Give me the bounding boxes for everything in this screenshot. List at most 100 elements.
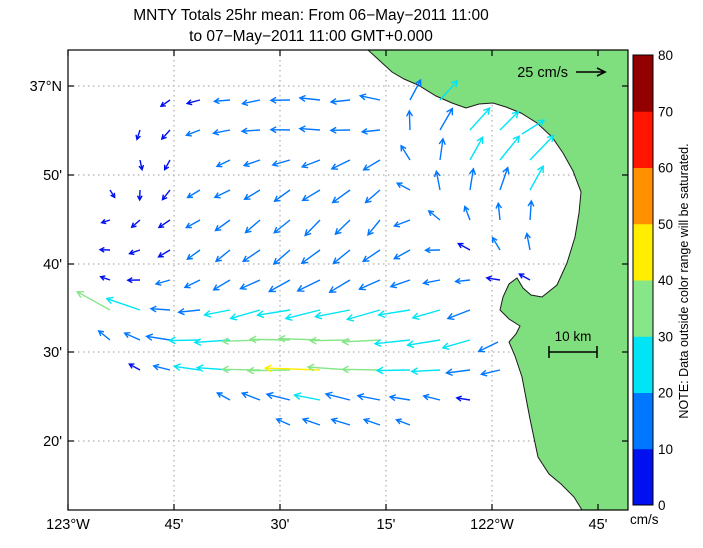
current-vector (240, 391, 261, 401)
current-vector (358, 279, 381, 291)
scale-bar-label: 10 km (555, 329, 592, 344)
current-vector (330, 159, 351, 170)
current-vectors-layer (75, 78, 555, 426)
colorbar-band (633, 167, 653, 225)
current-vector (256, 309, 291, 319)
current-vector (214, 219, 231, 232)
colorbar-tick-label: 20 (658, 386, 673, 401)
current-vector (243, 189, 261, 200)
current-vector (422, 279, 441, 286)
current-vector (75, 291, 111, 311)
current-vector (269, 96, 291, 104)
current-vector (229, 309, 261, 321)
current-vector (275, 417, 291, 426)
current-vector (265, 391, 291, 401)
colorbar-tick-label: 40 (658, 273, 673, 288)
current-vector (135, 129, 141, 141)
current-vector (212, 97, 231, 105)
current-vector (518, 273, 531, 281)
current-vector (410, 367, 441, 376)
current-vector (393, 249, 411, 260)
axes-box (67, 49, 629, 511)
current-vector (100, 218, 111, 225)
current-vector (314, 309, 351, 320)
current-vector (446, 309, 471, 321)
current-vector (301, 189, 321, 202)
colorbar-band (633, 448, 653, 506)
tick-labels: 123°W 45' 30' 15' 122°W 45' 37°N 50' 40' 30' 20' (30, 79, 608, 533)
current-vector (529, 164, 544, 191)
colorbar-band (633, 223, 653, 281)
colorbar-note: NOTE: Data outside color range will be s… (677, 143, 691, 418)
current-vector (527, 199, 535, 221)
current-vector (172, 363, 201, 372)
colorbar-band (633, 280, 653, 337)
current-vector (331, 189, 351, 204)
current-vector (138, 159, 145, 172)
current-vector (375, 366, 411, 375)
current-vector (395, 182, 411, 191)
current-vector (240, 127, 261, 135)
current-vector (308, 336, 351, 345)
current-vector (215, 159, 231, 168)
current-vector (495, 201, 503, 221)
current-vector (242, 159, 261, 168)
current-vector (521, 119, 546, 135)
current-vector (160, 129, 171, 141)
current-vector (341, 365, 381, 374)
current-vector (329, 97, 351, 105)
current-vector (301, 417, 321, 426)
current-vector (99, 275, 111, 281)
current-vector (98, 246, 111, 253)
scale-bar-icon (548, 346, 598, 358)
current-vector (157, 249, 171, 258)
current-vector (491, 236, 501, 251)
current-vector (345, 309, 381, 322)
colorbar-band (633, 111, 653, 168)
current-vector (105, 296, 141, 311)
current-vector (477, 341, 499, 353)
chart-title-line1: MNTY Totals 25hr mean: From 06−May−2011 … (133, 7, 489, 24)
current-vector (268, 279, 291, 293)
current-vector (185, 219, 201, 229)
colorbar-tick-label: 70 (658, 104, 673, 119)
current-vector (273, 189, 291, 203)
current-vector (212, 279, 231, 291)
current-vector (221, 365, 261, 374)
y-tick-label: 37°N (30, 79, 62, 95)
current-vector (332, 249, 351, 265)
current-vector (183, 279, 201, 289)
current-vector (213, 189, 231, 199)
colorbar-band (633, 336, 653, 393)
current-vector (499, 166, 510, 191)
current-vector (269, 126, 291, 134)
current-vector (388, 394, 411, 402)
current-vector (341, 337, 381, 346)
current-vector (300, 159, 321, 169)
chart-title: MNTY Totals 25hr mean: From 06−May−2011 … (0, 5, 622, 47)
x-tick-label: 15' (377, 517, 396, 533)
colorbar-tick-label: 0 (658, 498, 666, 513)
y-tick-label: 50' (43, 168, 62, 184)
colorbar-band (633, 392, 653, 450)
colorbar-tick-label: 80 (658, 48, 673, 63)
current-vector (392, 219, 411, 228)
current-vector (167, 336, 201, 345)
reference-arrow-group: 25 cm/s (517, 65, 607, 81)
current-vector (128, 249, 141, 256)
current-vector (241, 99, 261, 107)
current-vector (244, 219, 261, 234)
current-vector (424, 246, 441, 254)
current-vector (463, 205, 471, 221)
land-polygon (367, 50, 628, 510)
current-vector (334, 219, 351, 236)
colorbar-tick-label: 60 (658, 161, 673, 176)
reference-arrow-label: 25 cm/s (517, 65, 568, 81)
current-vector (468, 167, 477, 191)
y-tick-label: 20' (43, 434, 62, 450)
colorbar-unit-label: cm/s (630, 512, 659, 527)
current-vector (123, 331, 141, 341)
colorbar-frame (632, 54, 654, 506)
current-vector (438, 137, 446, 161)
current-vector (272, 249, 291, 265)
